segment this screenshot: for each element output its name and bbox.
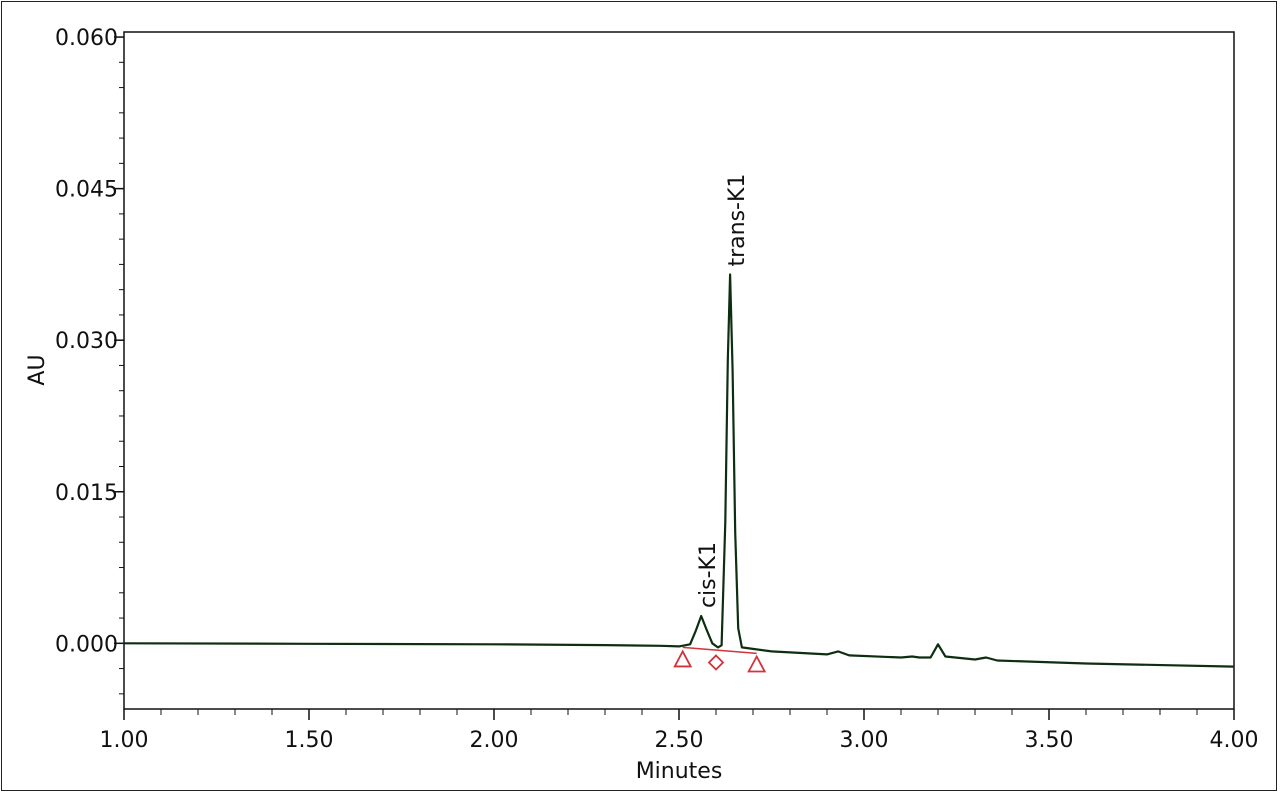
x-tick-label: 3.50 (1025, 728, 1074, 753)
x-tick-label: 1.50 (285, 728, 334, 753)
integration-baseline (682, 646, 757, 655)
chromatogram-trace (123, 273, 1235, 668)
y-tick-label: 0.015 (55, 481, 118, 506)
y-tick-label: 0.060 (55, 26, 118, 51)
peak-boundary-triangle (673, 649, 693, 668)
peak-valley-diamond (707, 654, 725, 671)
y-axis-label: AU (25, 354, 50, 385)
plot-area (123, 31, 1235, 710)
x-tick-label: 1.00 (100, 728, 149, 753)
y-tick-label: 0.030 (55, 329, 118, 354)
peak-label: cis-K1 (696, 542, 721, 608)
x-tick-label: 4.00 (1210, 728, 1259, 753)
peak-boundary-triangle (747, 654, 767, 673)
peak-label: trans-K1 (725, 174, 750, 267)
y-tick-label: 0.000 (55, 632, 118, 657)
x-tick-label: 2.50 (655, 728, 704, 753)
x-tick-label: 3.00 (840, 728, 889, 753)
x-tick-label: 2.00 (470, 728, 519, 753)
y-tick-label: 0.045 (55, 178, 118, 203)
x-axis-label: Minutes (636, 759, 723, 784)
